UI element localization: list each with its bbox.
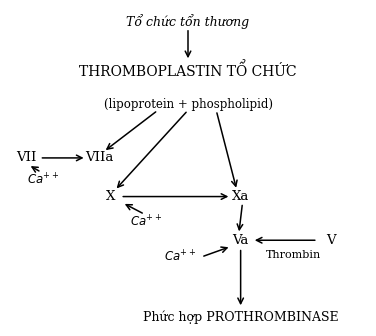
Text: Xa: Xa	[232, 190, 249, 203]
Text: VIIa: VIIa	[85, 152, 114, 164]
Text: X: X	[106, 190, 115, 203]
Text: Phức hợp PROTHROMBINASE: Phức hợp PROTHROMBINASE	[143, 311, 338, 324]
Text: Thrombin: Thrombin	[266, 250, 321, 260]
Text: $Ca^{++}$: $Ca^{++}$	[27, 172, 59, 187]
Text: (lipoprotein + phospholipid): (lipoprotein + phospholipid)	[103, 98, 273, 111]
Text: $Ca^{++}$: $Ca^{++}$	[164, 249, 197, 265]
Text: VII: VII	[16, 152, 36, 164]
Text: V: V	[326, 234, 336, 247]
Text: Va: Va	[232, 234, 249, 247]
Text: Tổ chức tổn thương: Tổ chức tổn thương	[126, 14, 250, 29]
Text: THROMBOPLASTIN TỔ CHỨC: THROMBOPLASTIN TỔ CHỨC	[79, 62, 297, 79]
Text: $Ca^{++}$: $Ca^{++}$	[130, 214, 163, 229]
